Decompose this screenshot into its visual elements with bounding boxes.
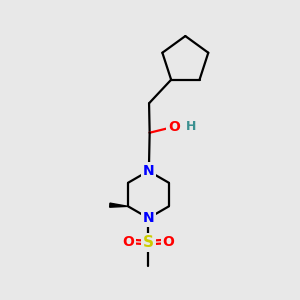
- Text: O: O: [168, 120, 180, 134]
- Polygon shape: [110, 203, 128, 207]
- Text: S: S: [143, 235, 154, 250]
- Text: O: O: [163, 235, 174, 249]
- Text: H: H: [186, 120, 196, 133]
- Text: N: N: [143, 211, 154, 225]
- Text: O: O: [122, 235, 134, 249]
- Text: N: N: [143, 164, 154, 178]
